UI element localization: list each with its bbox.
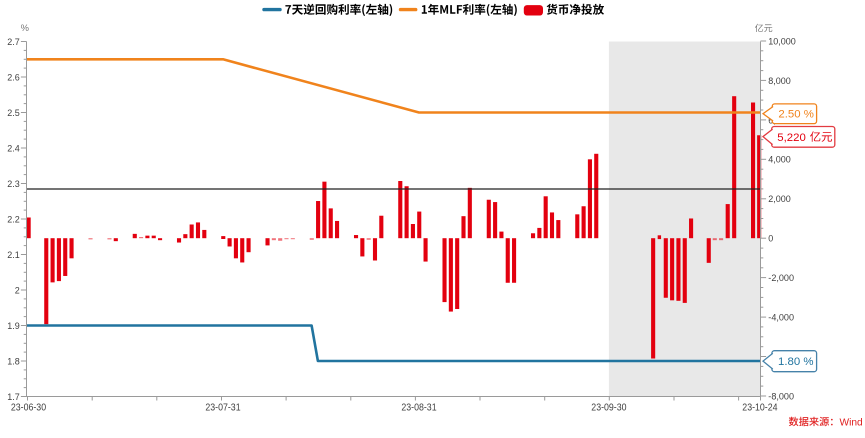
svg-text:23-09-30: 23-09-30	[591, 402, 626, 413]
svg-text:2.6: 2.6	[7, 72, 19, 83]
svg-text:%: %	[21, 22, 29, 33]
svg-text:-2,000: -2,000	[768, 273, 794, 284]
svg-text:1.80 %: 1.80 %	[778, 356, 813, 368]
svg-text:2.3: 2.3	[7, 179, 19, 190]
svg-text:2.50 %: 2.50 %	[778, 109, 813, 121]
svg-text:8,000: 8,000	[768, 76, 791, 87]
svg-text:23-06-30: 23-06-30	[11, 402, 46, 413]
svg-text:-8,000: -8,000	[768, 391, 794, 402]
svg-text:-4,000: -4,000	[768, 313, 794, 324]
svg-text:1.8: 1.8	[7, 356, 19, 367]
svg-text:2.1: 2.1	[7, 250, 19, 261]
svg-text:2,000: 2,000	[768, 194, 791, 205]
svg-text:2.5: 2.5	[7, 108, 19, 119]
svg-text:1.7: 1.7	[7, 392, 19, 403]
svg-text:2: 2	[15, 285, 20, 296]
svg-text:0: 0	[768, 234, 773, 245]
svg-text:5,220: 5,220	[777, 132, 806, 144]
svg-text:23-07-31: 23-07-31	[205, 402, 240, 413]
svg-text:10,000: 10,000	[768, 36, 796, 47]
svg-text:2.4: 2.4	[7, 143, 20, 154]
svg-text:23-08-31: 23-08-31	[401, 402, 436, 413]
svg-text:1.9: 1.9	[7, 321, 19, 332]
svg-text:2.2: 2.2	[7, 214, 19, 225]
svg-text:Wind: Wind	[840, 417, 864, 428]
svg-text:4,000: 4,000	[768, 155, 791, 166]
svg-text:23-10-24: 23-10-24	[742, 402, 777, 413]
svg-text:2.7: 2.7	[7, 37, 19, 48]
